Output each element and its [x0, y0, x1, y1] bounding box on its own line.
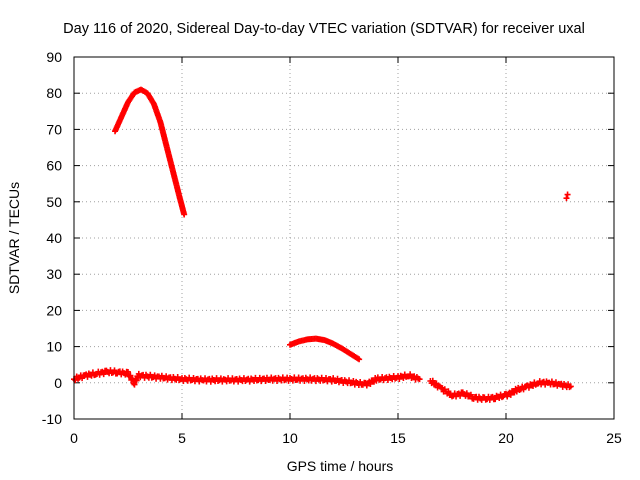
series-isolated: [563, 191, 571, 202]
data-point: [429, 377, 436, 384]
data-point: [217, 375, 224, 382]
y-tick-label: 40: [46, 230, 62, 246]
plot-frame: [73, 56, 615, 420]
data-point: [563, 195, 570, 202]
data-point: [151, 372, 158, 379]
data-point: [564, 191, 571, 198]
series-arc-mid: [287, 335, 363, 363]
data-point: [323, 375, 329, 382]
data-point: [467, 391, 474, 398]
data-point: [373, 377, 380, 384]
data-point: [127, 372, 134, 379]
x-tick-label: 5: [178, 430, 186, 446]
y-axis-label: SDTVAR / TECUs: [6, 182, 22, 294]
chart-title: Day 116 of 2020, Sidereal Day-to-day VTE…: [63, 21, 585, 37]
data-point: [367, 380, 374, 387]
y-tick-label: 20: [46, 302, 62, 318]
x-tick-label: 20: [498, 430, 514, 446]
series-arc-high: [112, 86, 188, 218]
x-tick-label: 10: [282, 430, 298, 446]
data-point: [416, 376, 423, 383]
data-point: [130, 380, 137, 387]
x-tick-label: 25: [606, 430, 622, 446]
data-points: [71, 86, 574, 403]
y-tick-label: 0: [54, 375, 62, 391]
grid-lines: [74, 57, 614, 419]
data-point: [181, 211, 188, 218]
data-point: [125, 368, 131, 375]
y-tick-label: -10: [42, 411, 62, 427]
x-tick-label: 0: [70, 430, 78, 446]
data-point: [457, 392, 464, 399]
y-tick-label: 90: [46, 49, 62, 65]
y-tick-label: 60: [46, 158, 62, 174]
data-point: [567, 383, 574, 390]
y-tick-label: 30: [46, 266, 62, 282]
data-point: [100, 371, 107, 378]
x-tick-label: 15: [390, 430, 406, 446]
data-point: [463, 390, 470, 397]
data-point: [262, 378, 269, 385]
data-point: [445, 388, 452, 395]
series-late-trace: [427, 377, 574, 403]
data-point: [356, 356, 363, 363]
x-axis-label: GPS time / hours: [287, 458, 394, 474]
axis-ticks: -10 0 10 20 30 40 50 60 70 80 90 0 5 10 15 20 25: [42, 49, 622, 446]
y-tick-label: 70: [46, 121, 62, 137]
y-tick-label: 10: [46, 339, 62, 355]
y-tick-label: 50: [46, 194, 62, 210]
series-baseline: [71, 367, 423, 389]
data-point: [111, 367, 118, 374]
y-tick-label: 80: [46, 85, 62, 101]
data-point: [190, 374, 197, 381]
